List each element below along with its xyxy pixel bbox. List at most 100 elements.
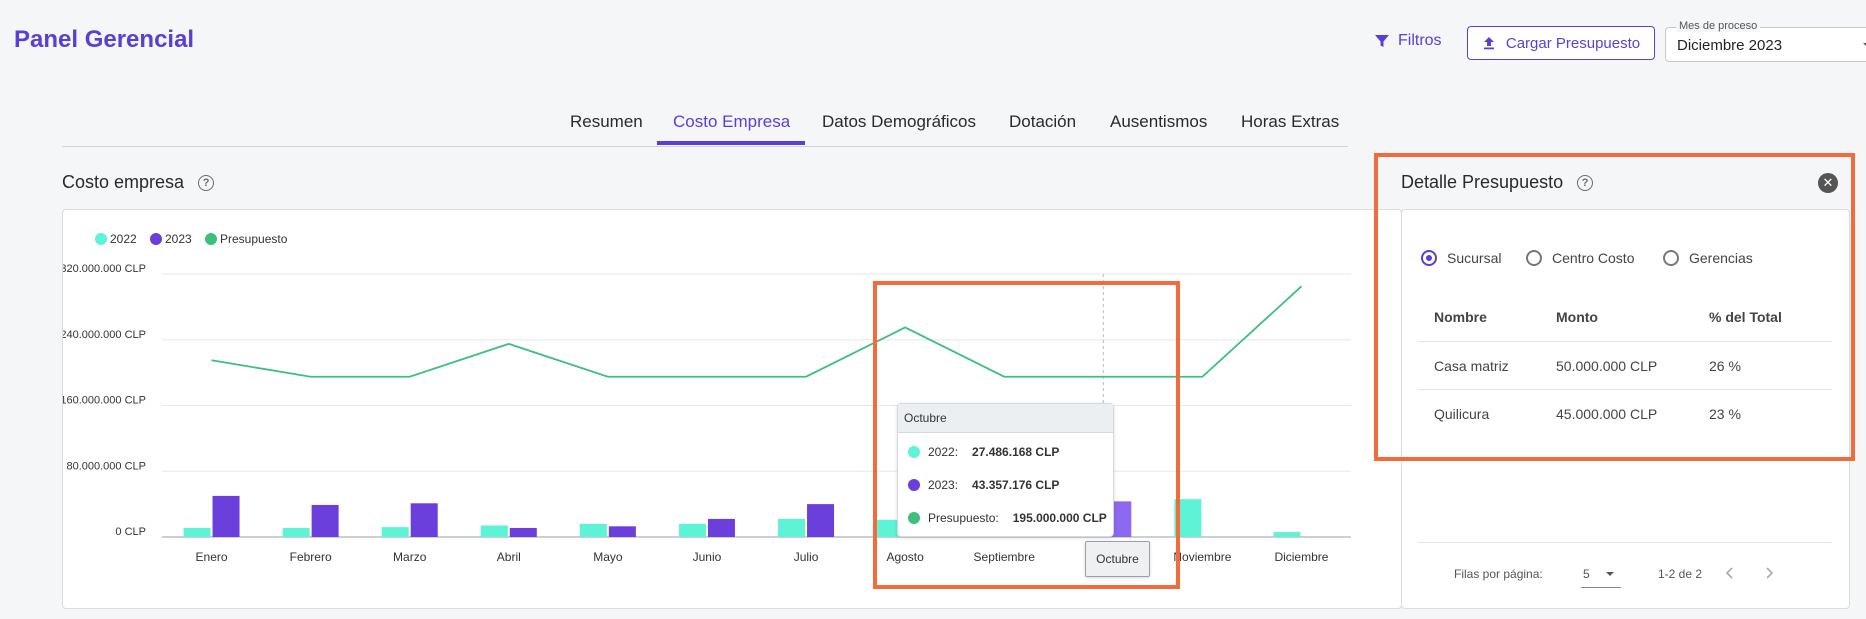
cost-chart: 320.000.000 CLP 240.000.000 CLP 160.000.00… [63,232,1351,564]
chart-card: 320.000.000 CLP 240.000.000 CLP 160.000.00… [62,209,1402,609]
tab-costo-empresa[interactable]: Costo Empresa [673,112,791,131]
chart-section-title: Costo empresa ? [62,172,215,193]
legend-marker [205,233,217,245]
column-header-monto: Monto [1556,309,1598,325]
tooltip-label-2023: 2023: [928,478,959,492]
page-title: Panel Gerencial [14,26,195,53]
legend-marker [95,233,107,245]
chart-section-title-text: Costo empresa [62,172,185,192]
help-icon[interactable]: ? [198,174,215,191]
cell-monto: 45.000.000 CLP [1556,406,1658,422]
y-tick-label: 0 CLP [115,526,146,538]
bar-2023-mayo [608,526,636,537]
bar-2023-junio [707,518,735,537]
y-tick-label: 80.000.000 CLP [66,460,146,472]
x-tick-label: Septiembre [974,550,1036,564]
x-tick-label: Mayo [593,550,623,564]
close-icon[interactable]: ✕ [1818,173,1838,193]
row-divider [1418,341,1831,342]
filters-button[interactable]: Filtros [1374,32,1442,50]
help-icon[interactable]: ? [1577,174,1594,191]
tab-resumen[interactable]: Resumen [570,112,643,131]
filter-icon [1375,35,1389,47]
pagination-divider [1418,542,1831,543]
radio-checked-icon[interactable] [1421,250,1437,266]
upload-icon [1483,37,1494,50]
detail-section-title-text: Detalle Presupuesto [1401,172,1564,192]
line-presupuesto [211,285,1303,378]
tooltip-row-2023: 2023: 43.357.176 CLP [908,478,1059,492]
bar-2022-mayo [579,523,607,537]
chevron-right-icon[interactable] [1763,566,1775,580]
row-divider [1418,389,1831,390]
rows-per-page-select[interactable]: 5 [1581,561,1621,588]
chart-bars [183,495,1301,537]
tab-ausentismos[interactable]: Ausentismos [1110,112,1208,131]
radio-sucursal[interactable]: Sucursal [1421,250,1501,266]
y-tick-label: 320.000.000 CLP [63,263,146,275]
radio-label: Sucursal [1447,250,1502,266]
radio-centro-costo[interactable]: Centro Costo [1526,250,1634,266]
y-axis: 320.000.000 CLP 240.000.000 CLP 160.000.00… [63,263,146,538]
process-month-select[interactable]: Mes de proceso Diciembre 2023 [1665,20,1866,62]
tooltip-label-presupuesto: Presupuesto: [928,511,999,525]
bar-2022-febrero [282,527,310,537]
bar-2022-marzo [381,527,409,537]
legend-label: Presupuesto [220,232,288,246]
x-tick-label: Agosto [886,550,924,564]
tab-datos-demograficos[interactable]: Datos Demográficos [822,112,977,131]
bar-2023-abril [509,527,537,537]
legend-label: 2022 [110,232,137,246]
column-header-nombre: Nombre [1434,309,1487,325]
bar-2022-enero [183,527,211,537]
rows-per-page-value: 5 [1583,567,1590,581]
section-tabs: Resumen Costo Empresa Datos Demográficos… [62,108,1348,147]
chevron-left-icon[interactable] [1724,566,1736,580]
column-header-pct: % del Total [1709,309,1782,325]
hovered-category-label: Octubre [1085,541,1150,577]
active-tab-indicator [657,141,805,145]
radio-label: Gerencias [1689,250,1753,266]
x-tick-label: Noviembre [1173,550,1231,564]
x-tick-label: Junio [693,550,722,564]
tab-horas-extras[interactable]: Horas Extras [1241,112,1340,131]
upload-budget-button[interactable]: Cargar Presupuesto [1467,26,1655,60]
radio-unchecked-icon[interactable] [1663,250,1679,266]
y-tick-label: 240.000.000 CLP [63,329,146,341]
tooltip-row-presupuesto: Presupuesto: 195.000.000 CLP [908,511,1107,525]
bar-2023-julio [807,504,835,537]
x-axis: Enero Febrero Marzo Abril Mayo Junio Julio Agos… [196,550,1329,564]
tooltip-value-2023: 43.357.176 CLP [972,478,1060,492]
chart-tooltip: Octubre 2022: 27.486.168 CLP 2023: 43.35… [897,403,1114,537]
chevron-down-icon [1863,43,1866,46]
cell-pct: 23 % [1709,406,1741,422]
bar-2022-noviembre [1174,499,1202,537]
bar-2023-enero [212,495,240,537]
cell-monto: 50.000.000 CLP [1556,358,1658,374]
process-month-legend: Mes de proceso [1676,20,1761,32]
legend-label: 2023 [165,232,192,246]
x-tick-label: Diciembre [1274,550,1328,564]
x-tick-label: Julio [794,550,819,564]
chart-line [211,285,1303,378]
pagination-range: 1-2 de 2 [1658,567,1703,581]
tooltip-dot-2023 [908,479,920,491]
radio-gerencias[interactable]: Gerencias [1663,250,1753,266]
tooltip-dot-2022 [908,446,920,458]
x-tick-label: Marzo [393,550,427,564]
tooltip-value-2022: 27.486.168 CLP [972,445,1060,459]
bar-2022-diciembre [1273,532,1301,537]
tab-dotacion[interactable]: Dotación [1009,112,1077,131]
radio-label: Centro Costo [1552,250,1635,266]
bar-2022-julio [778,518,806,537]
bar-2023-marzo [410,503,438,537]
chart-grid [162,273,1351,538]
cell-pct: 26 % [1709,358,1741,374]
cell-nombre: Casa matriz [1434,358,1509,374]
filters-label: Filtros [1398,32,1442,49]
x-tick-label: Febrero [290,550,332,564]
detail-card: Sucursal Centro Costo Gerencias Nombre M… [1401,209,1850,609]
tooltip-dot-presupuesto [908,512,920,524]
bar-2023-febrero [311,504,339,537]
radio-unchecked-icon[interactable] [1526,250,1542,266]
